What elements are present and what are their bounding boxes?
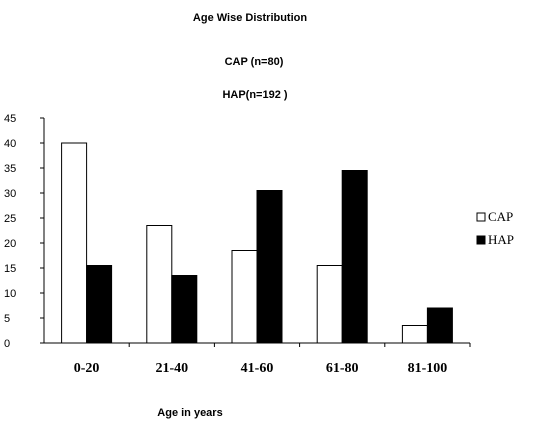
y-tick-label: 15 (4, 263, 16, 275)
bar-cap-41-60 (231, 250, 258, 344)
plot-area: 0 5 10 15 20 25 30 35 40 45 0-20 21-40 41-60 61-80 81-… (4, 113, 471, 376)
x-tick-label: 41-60 (241, 361, 274, 376)
y-tick-label: 35 (4, 163, 16, 175)
y-tick-label: 45 (4, 113, 16, 125)
legend-label-cap: CAP (488, 209, 513, 224)
legend-swatch-cap (476, 212, 486, 222)
bar-hap-21-40 (171, 275, 198, 344)
chart-title: Age Wise Distribution (193, 12, 307, 24)
chart-subtitle-cap: CAP (n=80) (225, 56, 284, 68)
legend: CAP HAP (476, 209, 514, 247)
bar-cap-81-100 (401, 325, 428, 344)
y-tick-label: 10 (4, 288, 16, 300)
bar-cap-0-20 (61, 142, 88, 344)
x-tick-label: 61-80 (326, 361, 359, 376)
chart-subtitle-hap: HAP(n=192 ) (222, 89, 287, 101)
y-tick-label: 20 (4, 238, 16, 250)
bar-cap-61-80 (316, 265, 343, 344)
y-tick-label: 5 (4, 313, 10, 325)
legend-label-hap: HAP (488, 232, 514, 247)
x-tick-label: 21-40 (155, 361, 188, 376)
bar-hap-0-20 (86, 265, 113, 344)
bar-hap-61-80 (341, 170, 368, 344)
bar-hap-81-100 (426, 307, 453, 344)
x-tick-label: 0-20 (74, 361, 100, 376)
legend-swatch-hap (476, 235, 486, 245)
y-tick-label: 40 (4, 138, 16, 150)
bar-cap-21-40 (146, 225, 173, 344)
x-axis-label: Age in years (157, 407, 222, 419)
y-tick-label: 25 (4, 213, 16, 225)
x-tick-label: 81-100 (408, 361, 448, 376)
y-tick-label: 30 (4, 188, 16, 200)
bar-hap-41-60 (256, 190, 283, 344)
y-tick-label: 0 (4, 338, 10, 350)
